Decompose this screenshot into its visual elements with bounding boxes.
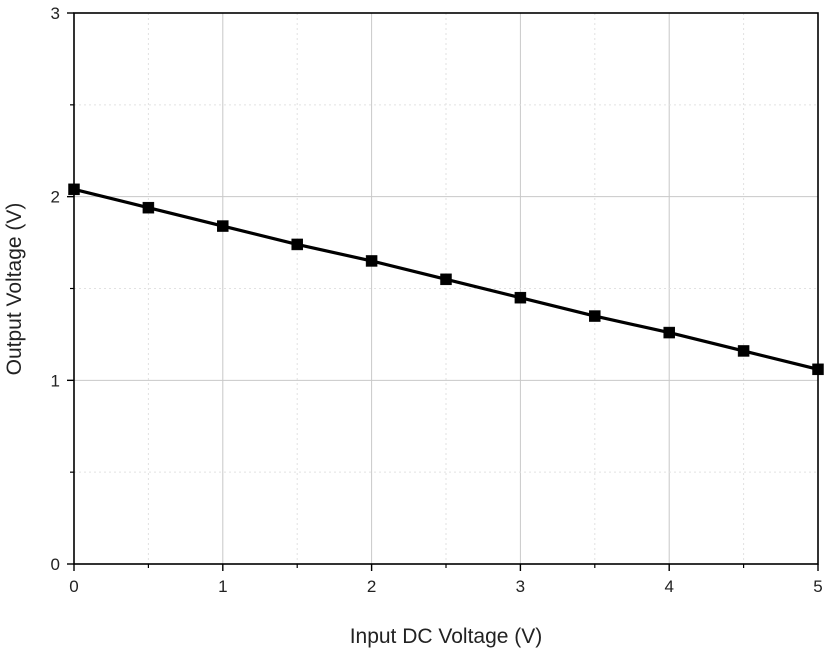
x-axis-title: Input DC Voltage (V) [350, 625, 543, 648]
data-point-marker [737, 345, 750, 357]
x-tick-label: 3 [516, 577, 525, 596]
data-point-marker [217, 220, 229, 232]
data-point-marker [291, 238, 303, 251]
y-tick-label: 1 [51, 371, 60, 390]
data-point-marker [365, 255, 378, 267]
data-point-marker [589, 310, 601, 322]
x-tick-label: 1 [218, 577, 227, 596]
x-tick-label: 5 [813, 577, 822, 596]
data-point-marker [812, 363, 824, 376]
data-point-marker [663, 326, 675, 339]
grid [74, 13, 818, 564]
y-tick-label: 2 [51, 188, 60, 207]
y-axis-title: Output Voltage (V) [3, 203, 26, 376]
series [68, 183, 824, 376]
x-tick-label: 0 [69, 577, 78, 596]
x-tick-label: 2 [367, 577, 376, 596]
data-point-marker [142, 201, 155, 214]
x-tick-label: 4 [664, 577, 673, 596]
data-point-marker [68, 183, 80, 196]
y-tick-label: 3 [51, 4, 60, 23]
ticks: 0 1 2 3 4 5 0 1 2 3 [51, 4, 823, 596]
data-point-marker [514, 291, 527, 304]
data-point-marker [440, 273, 452, 286]
y-tick-label: 0 [51, 555, 60, 574]
